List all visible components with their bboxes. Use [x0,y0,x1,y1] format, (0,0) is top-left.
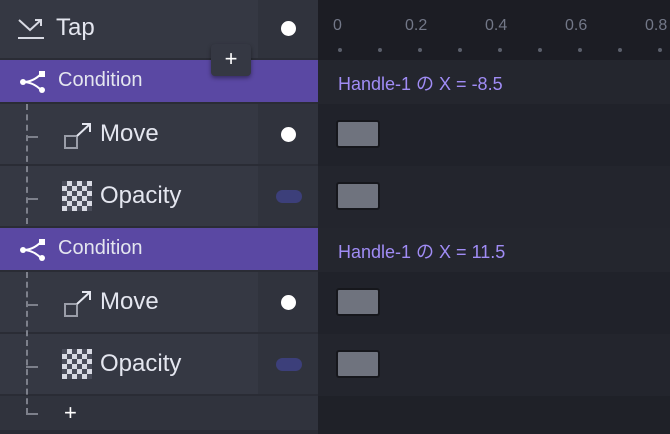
ruler-tick-label: 0.4 [485,17,508,34]
time-ruler[interactable] [318,0,670,60]
opacity-icon [62,349,92,379]
tree-line [26,198,38,200]
action-row-move[interactable]: Move [0,104,318,164]
ruler-tick-label: 0 [333,17,342,34]
keyframe-block[interactable] [336,288,380,316]
add-condition-button[interactable]: + [211,44,251,76]
keyframe-block[interactable] [336,182,380,210]
condition-row[interactable]: Condition [0,60,318,102]
tree-line [26,272,28,414]
ruler-dot [458,48,462,52]
tree-line [26,104,28,224]
trigger-row-tap[interactable]: Tap [0,0,318,58]
tree-line [26,366,38,368]
status-pill[interactable] [276,190,302,203]
status-dot[interactable] [281,21,296,36]
status-dot[interactable] [281,127,296,142]
ruler-dot [338,48,342,52]
action-row-move[interactable]: Move [0,272,318,332]
keyframe-block[interactable] [336,120,380,148]
ruler-dot [418,48,422,52]
add-action-row: + [0,396,318,430]
condition-row[interactable]: Condition [0,228,318,270]
ruler-tick-label: 0.8 [645,17,668,34]
ruler-dot [378,48,382,52]
status-pill[interactable] [276,358,302,371]
condition-label: Condition [58,69,143,91]
action-label: Opacity [100,350,182,377]
action-label: Move [100,120,159,147]
add-action-button[interactable]: + [64,400,77,425]
move-icon [64,123,91,149]
ruler-tick-label: 0.6 [565,17,588,34]
keyframe-block[interactable] [336,350,380,378]
action-label: Opacity [100,182,182,209]
condition-expression: Handle-1 の X = -8.5 [338,74,503,94]
tap-gesture-icon [18,19,44,39]
condition-label: Condition [58,237,143,259]
tree-line [26,304,38,306]
ruler-dot [618,48,622,52]
action-row-opacity[interactable]: Opacity [0,334,318,394]
tree-line [26,136,38,138]
timeline-row [318,60,670,104]
ruler-tick-label: 0.2 [405,17,428,34]
action-label: Move [100,288,159,315]
trigger-label: Tap [56,14,95,41]
ruler-dot [498,48,502,52]
timeline-row [318,228,670,272]
ruler-dot [538,48,542,52]
action-row-opacity[interactable]: Opacity [0,166,318,226]
ruler-dot [658,48,662,52]
opacity-icon [62,181,92,211]
status-dot[interactable] [281,295,296,310]
condition-branch-icon [20,71,45,93]
condition-expression: Handle-1 の X = 11.5 [338,242,506,262]
condition-branch-icon [20,239,45,261]
ruler-dot [578,48,582,52]
move-icon [64,291,91,317]
tree-line [26,413,38,415]
